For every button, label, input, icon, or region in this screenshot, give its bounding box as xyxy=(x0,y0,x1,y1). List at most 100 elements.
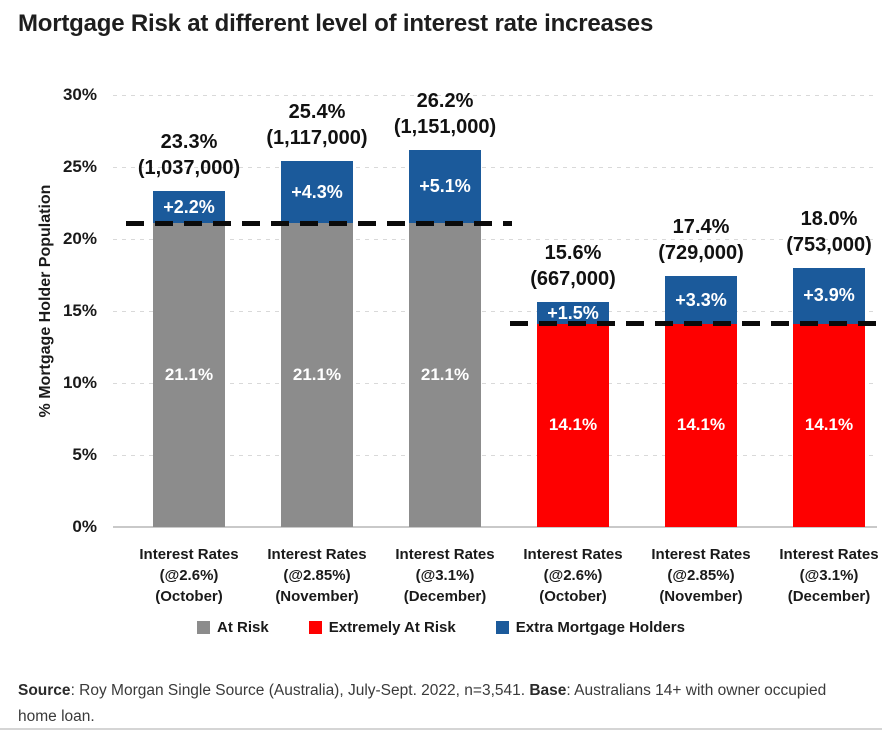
y-tick-label: 10% xyxy=(62,373,97,392)
bar-total-population: (1,151,000) xyxy=(393,115,497,138)
bar-segment-extra-mortgage-holders: +3.3% xyxy=(665,276,737,324)
x-axis-category-label: Interest Rates (@3.1%) (December) xyxy=(754,544,882,607)
bar-segment-value-label: 14.1% xyxy=(804,415,854,435)
bar-segment-extra-mortgage-holders: +3.9% xyxy=(793,267,865,324)
mortgage-risk-bar-chart: % Mortgage Holder Population At Risk Extr… xyxy=(0,60,882,652)
x-axis-category-line: (November) xyxy=(659,588,743,605)
bar-segment-value-label: +1.5% xyxy=(547,302,599,323)
bar-total-population: (729,000) xyxy=(658,242,744,265)
x-axis-category-line: (December) xyxy=(403,588,487,605)
bar-segment-value-label: +5.1% xyxy=(419,175,471,196)
x-axis-category-line: (@2.85%) xyxy=(667,567,735,584)
bar-segment-value-label: +3.3% xyxy=(675,289,727,310)
bar-total-percent: 23.3% xyxy=(160,131,218,154)
bar-segment-extra-mortgage-holders: +1.5% xyxy=(537,302,609,324)
x-axis-category-line: (@3.1%) xyxy=(415,567,475,584)
bar-segment-extra-mortgage-holders: +2.2% xyxy=(153,191,225,224)
x-axis-category-line: Interest Rates xyxy=(267,546,367,563)
y-tick-label: 5% xyxy=(72,445,97,464)
bar-total-label: 15.6% (667,000) xyxy=(478,240,668,292)
x-axis-category-label: Interest Rates (@2.6%) (October) xyxy=(114,544,264,607)
bar-total-population: (1,117,000) xyxy=(266,127,368,150)
bar-segment-extremely-at-risk: 14.1% xyxy=(537,323,609,527)
bar-total-percent: 17.4% xyxy=(672,216,730,239)
chart-legend: At Risk Extremely At Risk Extra Mortgage H… xyxy=(0,615,882,639)
x-axis-category-line: Interest Rates xyxy=(651,546,751,563)
bar-total-population: (667,000) xyxy=(530,268,616,291)
x-axis-category-line: (December) xyxy=(787,588,871,605)
x-axis-category-line: (@2.6%) xyxy=(543,567,603,584)
bar-total-percent: 25.4% xyxy=(288,101,346,124)
gridline xyxy=(113,95,877,96)
bar-segment-at-risk: 21.1% xyxy=(281,223,353,527)
source-text: : Roy Morgan Single Source (Australia), … xyxy=(70,682,530,699)
x-axis-category-line: Interest Rates xyxy=(523,546,623,563)
x-axis-category-label: Interest Rates (@2.85%) (November) xyxy=(242,544,392,607)
x-axis-category-line: (@3.1%) xyxy=(799,567,859,584)
source-label: Source xyxy=(18,682,71,699)
bar-segment-value-label: +4.3% xyxy=(291,181,343,202)
legend-label: Extremely At Risk xyxy=(328,618,456,636)
legend-swatch-extremely-at-risk xyxy=(308,620,322,634)
legend-item: Extremely At Risk xyxy=(308,618,456,636)
x-axis-category-label: Interest Rates (@2.85%) (November) xyxy=(626,544,776,607)
source-note: Source: Roy Morgan Single Source (Austra… xyxy=(18,678,846,728)
bar-segment-extra-mortgage-holders: +4.3% xyxy=(281,161,353,224)
bar-segment-value-label: 14.1% xyxy=(676,415,726,435)
bar-segment-extremely-at-risk: 14.1% xyxy=(665,323,737,527)
x-axis-category-line: Interest Rates xyxy=(395,546,495,563)
gridline xyxy=(113,455,877,456)
bar-total-label: 26.2% (1,151,000) xyxy=(350,88,540,140)
gridline xyxy=(113,167,877,168)
bar-segment-value-label: 21.1% xyxy=(420,365,470,385)
bar-segment-value-label: 21.1% xyxy=(292,365,342,385)
x-axis-category-label: Interest Rates (@2.6%) (October) xyxy=(498,544,648,607)
bar-total-label: 23.3% (1,037,000) xyxy=(94,129,284,181)
x-axis-category-line: (October) xyxy=(539,588,607,605)
x-axis-category-line: (November) xyxy=(275,588,359,605)
x-axis-line xyxy=(113,526,877,528)
x-axis-category-line: Interest Rates xyxy=(779,546,879,563)
bar-total-percent: 15.6% xyxy=(544,242,602,265)
legend-swatch-at-risk xyxy=(197,620,211,634)
bar-total-percent: 26.2% xyxy=(416,89,474,112)
y-tick-label: 25% xyxy=(62,157,97,176)
legend-item: At Risk xyxy=(197,619,269,636)
base-label: Base xyxy=(529,682,567,699)
bar-total-population: (1,037,000) xyxy=(137,157,241,180)
bar-total-percent: 18.0% xyxy=(800,207,858,230)
bar-segment-value-label: +3.9% xyxy=(803,285,855,306)
reference-line-dashed xyxy=(126,220,512,226)
y-tick-label: 20% xyxy=(62,229,97,248)
bar-segment-value-label: +2.2% xyxy=(163,196,215,217)
bar-total-label: 25.4% (1,117,000) xyxy=(222,99,412,151)
bar-segment-extremely-at-risk: 14.1% xyxy=(793,323,865,527)
bar-segment-value-label: 21.1% xyxy=(164,365,214,385)
y-tick-label: 15% xyxy=(62,301,97,320)
legend-swatch-extra-mortgage-holders xyxy=(495,620,509,634)
page-title: Mortgage Risk at different level of inte… xyxy=(18,10,654,37)
legend-label: Extra Mortgage Holders xyxy=(515,618,685,636)
gridline xyxy=(113,311,877,312)
bar-total-population: (753,000) xyxy=(786,233,872,256)
base-text: : Australians 14+ with owner occupied ho… xyxy=(18,682,827,725)
bar-segment-at-risk: 21.1% xyxy=(153,223,225,527)
bar-segment-at-risk: 21.1% xyxy=(409,223,481,527)
x-axis-category-line: Interest Rates xyxy=(139,546,239,563)
gridline xyxy=(113,239,877,240)
x-axis-category-line: (@2.6%) xyxy=(159,567,219,584)
bar-total-label: 18.0% (753,000) xyxy=(734,206,882,258)
bar-segment-value-label: 14.1% xyxy=(548,415,598,435)
legend-item: Extra Mortgage Holders xyxy=(495,618,685,636)
y-tick-label: 0% xyxy=(72,517,97,536)
gridline xyxy=(113,383,877,384)
x-axis-category-label: Interest Rates (@3.1%) (December) xyxy=(370,544,520,607)
bar-total-label: 17.4% (729,000) xyxy=(606,214,796,266)
x-axis-category-line: (October) xyxy=(155,588,223,605)
reference-line-dashed xyxy=(510,321,878,327)
y-tick-label: 30% xyxy=(62,85,97,104)
x-axis-category-line: (@2.85%) xyxy=(283,567,351,584)
bar-segment-extra-mortgage-holders: +5.1% xyxy=(409,149,481,224)
legend-label: At Risk xyxy=(217,618,269,636)
